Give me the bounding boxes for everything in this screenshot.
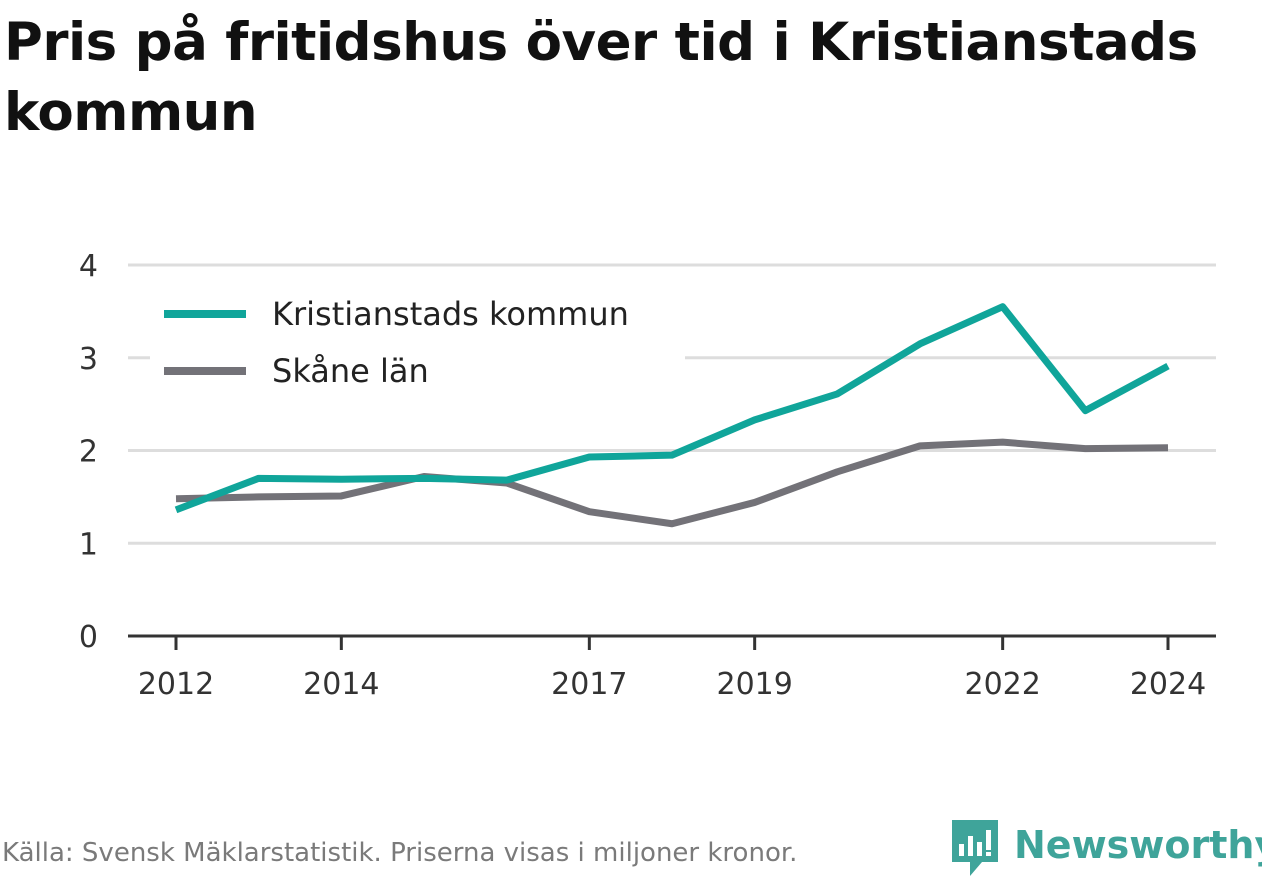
x-axis: 2012 2014 2017 2019 2022 2024 (128, 634, 1216, 702)
brand-logo: Newsworthy (950, 818, 1262, 878)
series-lines (174, 303, 1170, 528)
y-tick-label: 0 (79, 620, 98, 655)
y-tick-label: 2 (79, 435, 98, 470)
x-tick-label: 2017 (551, 667, 627, 702)
series-line (174, 303, 1170, 514)
newsworthy-logo-icon (952, 820, 998, 876)
brand-name: Newsworthy (1014, 823, 1262, 867)
legend-label: Skåne län (272, 352, 429, 390)
legend-background (150, 280, 685, 400)
source-note: Källa: Svensk Mäklarstatistik. Priserna … (2, 838, 798, 868)
series-line (175, 438, 1169, 528)
x-tick-label: 2024 (1130, 667, 1206, 702)
y-tick-label: 4 (79, 249, 98, 284)
chart-title: Pris på fritidshus över tid i Kristianst… (4, 12, 1198, 143)
y-tick-label: 3 (79, 342, 98, 377)
legend-label: Kristianstads kommun (272, 295, 629, 333)
x-tick-label: 2014 (303, 667, 379, 702)
x-tick-label: 2022 (964, 667, 1040, 702)
y-axis: 0 1 2 3 4 (79, 249, 98, 655)
y-tick-label: 1 (79, 527, 98, 562)
legend: Kristianstads kommun Skåne län (150, 280, 685, 400)
x-tick-label: 2012 (138, 667, 214, 702)
x-tick-label: 2019 (716, 667, 792, 702)
